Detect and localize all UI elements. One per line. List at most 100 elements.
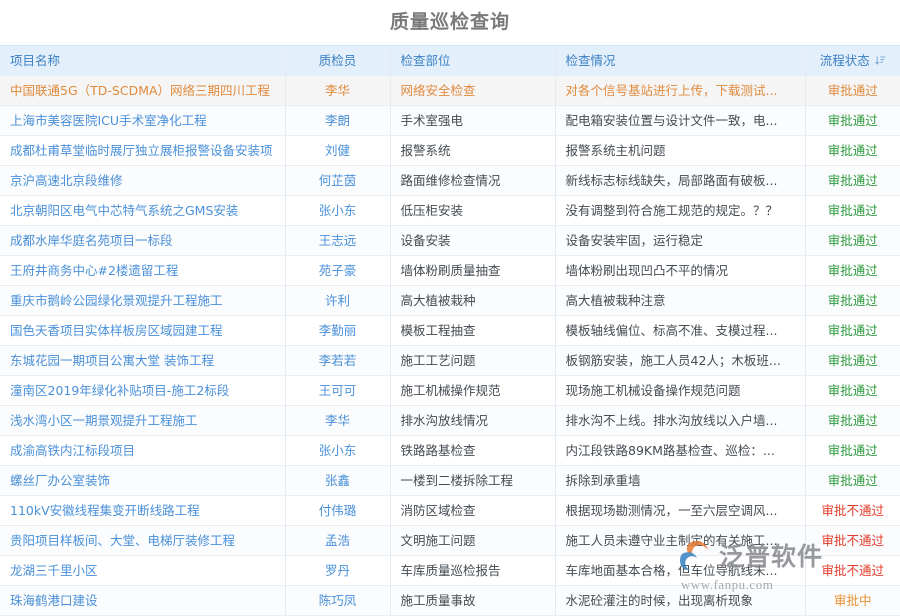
status-badge: 审批通过 <box>805 255 900 286</box>
cell-project: 国色天香项目实体样板房区域园建工程 <box>0 315 286 346</box>
cell-part: 路面维修检查情况 <box>390 165 556 196</box>
cell-situation: 现场施工机械设备操作规范问题 <box>555 375 806 406</box>
table-body: 中国联通5G（TD-SCDMA）网络三期四川工程 李华 网络安全检查 对各个信号基站进… <box>0 75 900 616</box>
cell-situation: 新线标志标线缺失，局部路面有破板... <box>555 165 806 196</box>
cell-situation: 没有调整到符合施工规范的规定。？？ <box>555 195 806 226</box>
cell-part: 高大植被栽种 <box>390 285 556 316</box>
table-row[interactable]: 东城花园一期项目公寓大堂 装饰工程 李若若 施工工艺问题 板钢筋安装，施工人员42人；… <box>0 345 900 376</box>
cell-project: 110kV安徽线程集变开断线路工程 <box>0 495 286 526</box>
cell-project: 贵阳项目样板间、大堂、电梯厅装修工程 <box>0 525 286 556</box>
cell-inspector: 许利 <box>285 285 391 316</box>
column-header-part-label: 检查部位 <box>400 53 451 68</box>
cell-project: 上海市美容医院ICU手术室净化工程 <box>0 105 286 136</box>
cell-part: 文明施工问题 <box>390 525 556 556</box>
cell-situation: 车库地面基本合格，但车位导航线未... <box>555 555 806 586</box>
cell-project: 中国联通5G（TD-SCDMA）网络三期四川工程 <box>0 75 286 106</box>
cell-part: 手术室强电 <box>390 105 556 136</box>
table-row[interactable]: 成都杜甫草堂临时展厅独立展柜报警设备安装项 刘健 报警系统 报警系统主机问题 审批通过 <box>0 135 900 166</box>
status-badge: 审批通过 <box>805 105 900 136</box>
table-row[interactable]: 重庆市鹅岭公园绿化景观提升工程施工 许利 高大植被栽种 高大植被栽种注意 审批通过 <box>0 285 900 316</box>
column-header-situation-label: 检查情况 <box>565 53 616 68</box>
table-row[interactable]: 成渝高铁内江标段项目 张小东 铁路路基检查 内江段铁路89KM路基检查、巡检：... 审… <box>0 435 900 466</box>
column-header-situation[interactable]: 检查情况 <box>555 45 806 76</box>
status-badge: 审批通过 <box>805 75 900 106</box>
sort-icon[interactable] <box>874 55 886 66</box>
table-row[interactable]: 王府井商务中心#2楼遗留工程 苑子豪 墙体粉刷质量抽查 墙体粉刷出现凹凸不平的情况 审批… <box>0 255 900 286</box>
cell-inspector: 李若若 <box>285 345 391 376</box>
cell-inspector: 孟浩 <box>285 525 391 556</box>
title-bar: 质量巡检查询 <box>0 0 900 45</box>
cell-project: 东城花园一期项目公寓大堂 装饰工程 <box>0 345 286 376</box>
cell-project: 浅水湾小区一期景观提升工程施工 <box>0 405 286 436</box>
cell-situation: 模板轴线偏位、标高不准、支模过程... <box>555 315 806 346</box>
column-header-inspector-label: 质检员 <box>318 53 357 68</box>
status-badge: 审批通过 <box>805 315 900 346</box>
cell-part: 排水沟放线情况 <box>390 405 556 436</box>
cell-situation: 排水沟不上线。排水沟放线以入户墙... <box>555 405 806 436</box>
status-badge: 审批通过 <box>805 465 900 496</box>
cell-part: 模板工程抽查 <box>390 315 556 346</box>
cell-project: 珠海鹤港口建设 <box>0 585 286 616</box>
cell-part: 消防区域检查 <box>390 495 556 526</box>
cell-project: 成渝高铁内江标段项目 <box>0 435 286 466</box>
table-row[interactable]: 京沪高速北京段维修 何芷茵 路面维修检查情况 新线标志标线缺失，局部路面有破板... 审… <box>0 165 900 196</box>
cell-inspector: 陈巧凤 <box>285 585 391 616</box>
cell-part: 施工工艺问题 <box>390 345 556 376</box>
cell-project: 北京朝阳区电气中芯特气系统之GMS安装 <box>0 195 286 226</box>
table-row[interactable]: 潼南区2019年绿化补贴项目-施工2标段 王可可 施工机械操作规范 现场施工机械设备操… <box>0 375 900 406</box>
table-row[interactable]: 北京朝阳区电气中芯特气系统之GMS安装 张小东 低压柜安装 没有调整到符合施工规范的规… <box>0 195 900 226</box>
cell-inspector: 王志远 <box>285 225 391 256</box>
cell-part: 车库质量巡检报告 <box>390 555 556 586</box>
cell-inspector: 李华 <box>285 75 391 106</box>
cell-situation: 高大植被栽种注意 <box>555 285 806 316</box>
status-badge: 审批不通过 <box>805 495 900 526</box>
status-badge: 审批通过 <box>805 285 900 316</box>
table-row[interactable]: 成都水岸华庭名苑项目一标段 王志远 设备安装 设备安装牢固，运行稳定 审批通过 <box>0 225 900 256</box>
cell-situation: 内江段铁路89KM路基检查、巡检：... <box>555 435 806 466</box>
cell-project: 龙湖三千里小区 <box>0 555 286 586</box>
table-row[interactable]: 螺丝厂办公室装饰 张鑫 一楼到二楼拆除工程 拆除到承重墙 审批通过 <box>0 465 900 496</box>
cell-part: 低压柜安装 <box>390 195 556 226</box>
cell-inspector: 张鑫 <box>285 465 391 496</box>
cell-situation: 报警系统主机问题 <box>555 135 806 166</box>
cell-part: 墙体粉刷质量抽查 <box>390 255 556 286</box>
status-badge: 审批中 <box>805 585 900 616</box>
cell-situation: 根据现场勘测情况，一至六层空调风... <box>555 495 806 526</box>
cell-inspector: 刘健 <box>285 135 391 166</box>
status-badge: 审批通过 <box>805 165 900 196</box>
cell-inspector: 何芷茵 <box>285 165 391 196</box>
column-header-status[interactable]: 流程状态 <box>805 45 900 76</box>
status-badge: 审批通过 <box>805 435 900 466</box>
table-row[interactable]: 龙湖三千里小区 罗丹 车库质量巡检报告 车库地面基本合格，但车位导航线未... 审批不通… <box>0 555 900 586</box>
table-row[interactable]: 上海市美容医院ICU手术室净化工程 李朗 手术室强电 配电箱安装位置与设计文件一致，电… <box>0 105 900 136</box>
cell-inspector: 王可可 <box>285 375 391 406</box>
cell-situation: 设备安装牢固，运行稳定 <box>555 225 806 256</box>
cell-situation: 墙体粉刷出现凹凸不平的情况 <box>555 255 806 286</box>
column-header-project[interactable]: 项目名称 <box>0 45 286 76</box>
status-badge: 审批不通过 <box>805 525 900 556</box>
table-header: 项目名称 质检员 检查部位 检查情况 流程状态 <box>0 45 900 76</box>
quality-inspection-table: 项目名称 质检员 检查部位 检查情况 流程状态 <box>0 45 900 616</box>
status-badge: 审批不通过 <box>805 555 900 586</box>
table-row[interactable]: 110kV安徽线程集变开断线路工程 付伟璐 消防区域检查 根据现场勘测情况，一至六层空… <box>0 495 900 526</box>
table-row[interactable]: 中国联通5G（TD-SCDMA）网络三期四川工程 李华 网络安全检查 对各个信号基站进… <box>0 75 900 106</box>
column-header-inspector[interactable]: 质检员 <box>285 45 391 76</box>
cell-situation: 水泥砼灌注的时候，出现离析现象 <box>555 585 806 616</box>
cell-part: 施工质量事故 <box>390 585 556 616</box>
status-badge: 审批通过 <box>805 345 900 376</box>
table-row[interactable]: 贵阳项目样板间、大堂、电梯厅装修工程 孟浩 文明施工问题 施工人员未遵守业主制定的有关… <box>0 525 900 556</box>
table-row[interactable]: 珠海鹤港口建设 陈巧凤 施工质量事故 水泥砼灌注的时候，出现离析现象 审批中 <box>0 585 900 616</box>
cell-part: 铁路路基检查 <box>390 435 556 466</box>
cell-project: 成都水岸华庭名苑项目一标段 <box>0 225 286 256</box>
cell-project: 重庆市鹅岭公园绿化景观提升工程施工 <box>0 285 286 316</box>
column-header-part[interactable]: 检查部位 <box>390 45 556 76</box>
cell-inspector: 张小东 <box>285 435 391 466</box>
table-row[interactable]: 浅水湾小区一期景观提升工程施工 李华 排水沟放线情况 排水沟不上线。排水沟放线以入户墙… <box>0 405 900 436</box>
cell-part: 施工机械操作规范 <box>390 375 556 406</box>
cell-inspector: 李朗 <box>285 105 391 136</box>
cell-inspector: 苑子豪 <box>285 255 391 286</box>
status-badge: 审批通过 <box>805 225 900 256</box>
table-row[interactable]: 国色天香项目实体样板房区域园建工程 李勤丽 模板工程抽查 模板轴线偏位、标高不准、支模… <box>0 315 900 346</box>
cell-inspector: 罗丹 <box>285 555 391 586</box>
